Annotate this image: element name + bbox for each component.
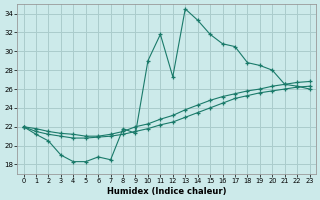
X-axis label: Humidex (Indice chaleur): Humidex (Indice chaleur) [107,187,226,196]
